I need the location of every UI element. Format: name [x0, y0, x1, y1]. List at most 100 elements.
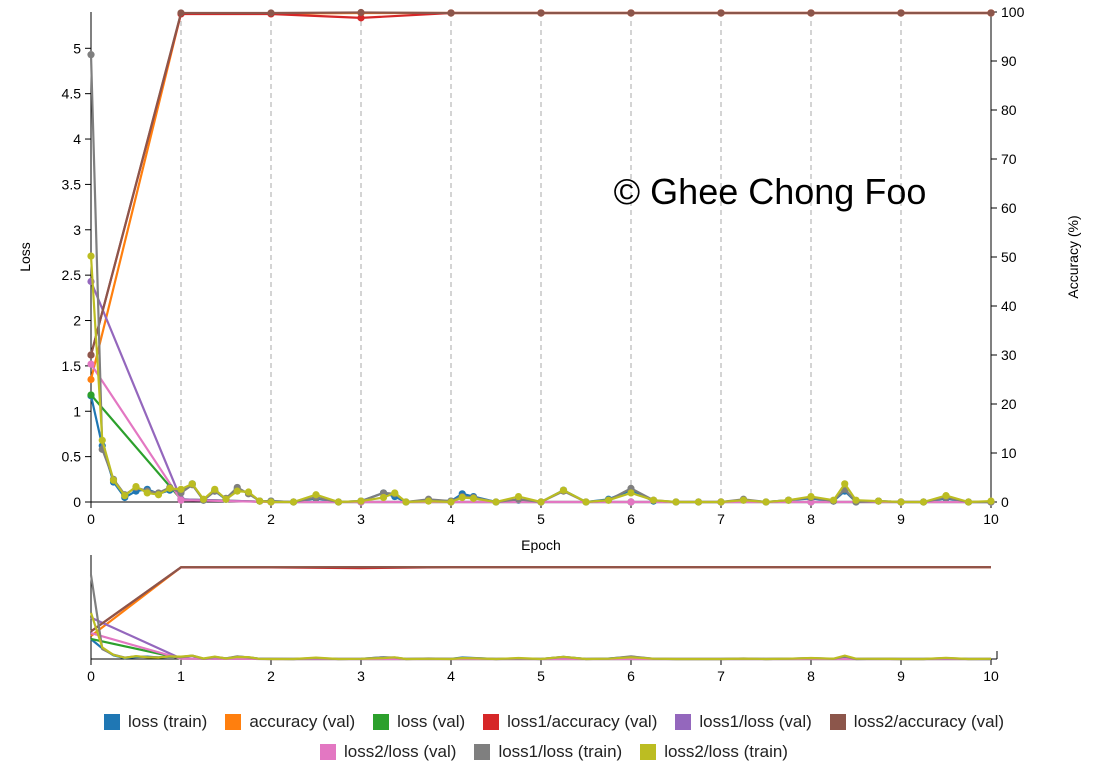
y-right-tick-label: 20 [1001, 396, 1017, 412]
legend-swatch [373, 714, 390, 730]
data-point [987, 9, 995, 17]
data-point [98, 436, 106, 444]
data-point [357, 8, 365, 17]
data-point [874, 497, 883, 505]
y-left-tick-label: 0.5 [62, 449, 82, 465]
legend-item-loss2-loss-val[interactable]: loss2/loss (val) [320, 742, 456, 762]
overview-series-loss1-loss-val [90, 616, 991, 661]
data-point [267, 498, 275, 506]
watermark-text: © Ghee Chong Foo [614, 171, 927, 212]
x-tick-label: 8 [807, 511, 815, 527]
data-point [87, 351, 95, 359]
legend-item-accuracy-val[interactable]: accuracy (val) [225, 712, 355, 732]
data-point [188, 480, 196, 488]
data-point [256, 497, 264, 505]
y-right-tick-label: 40 [1001, 298, 1017, 314]
legend-item-loss2-accuracy-val[interactable]: loss2/accuracy (val) [829, 712, 1005, 732]
data-point [357, 497, 365, 505]
data-point [447, 9, 455, 17]
data-point [627, 9, 635, 17]
legend-label: loss2/loss (val) [344, 742, 457, 761]
data-point [391, 489, 399, 497]
y-right-tick-label: 0 [1001, 494, 1009, 510]
data-point [807, 492, 815, 501]
data-point [177, 496, 185, 504]
overview-x-tick-label: 1 [177, 668, 185, 684]
data-point [582, 498, 590, 506]
data-point [807, 9, 815, 17]
data-point [458, 493, 466, 502]
overview-series-loss2-loss-train [89, 612, 992, 661]
x-axis-title: Epoch [521, 537, 561, 553]
overview-series-loss2-accuracy-val [90, 565, 991, 633]
y-right-tick-label: 30 [1001, 347, 1017, 363]
data-point [559, 486, 568, 494]
data-point [402, 498, 410, 506]
data-point [87, 375, 95, 384]
overview-x-tick-label: 8 [807, 668, 815, 684]
legend-item-loss2-loss-train[interactable]: loss2/loss (train) [640, 742, 788, 762]
legend-item-loss1-loss-val[interactable]: loss1/loss (val) [675, 712, 812, 732]
overview-x-tick-label: 2 [267, 668, 275, 684]
y-right-tick-label: 10 [1001, 445, 1017, 461]
series-line [89, 256, 992, 504]
x-tick-label: 3 [357, 511, 365, 527]
legend-item-loss1-accuracy-val[interactable]: loss1/accuracy (val) [483, 712, 657, 732]
data-point [379, 493, 388, 502]
data-point [121, 492, 129, 500]
data-point [87, 391, 95, 399]
legend-item-loss1-loss-train[interactable]: loss1/loss (train) [474, 742, 622, 762]
y-right-tick-label: 100 [1001, 4, 1025, 20]
legend: loss (train) accuracy (val) loss (val) loss… [0, 712, 1108, 772]
legend-swatch [320, 744, 337, 760]
y-left-tick-label: 1.5 [62, 358, 82, 374]
legend-label: loss2/accuracy (val) [853, 712, 1005, 731]
data-point [841, 480, 849, 488]
overview-series-loss1-loss-train [89, 574, 991, 661]
data-point [784, 496, 793, 504]
data-point [852, 496, 860, 504]
data-point [87, 252, 95, 260]
legend-item-loss-val[interactable]: loss (val) [373, 712, 465, 732]
data-point [357, 14, 365, 22]
overview-series-accuracy-val [90, 566, 991, 637]
data-point [717, 498, 725, 506]
x-tick-label: 7 [717, 511, 725, 527]
data-point [762, 498, 770, 506]
y-axis-right-title: Accuracy (%) [1065, 215, 1081, 298]
data-point [244, 488, 253, 496]
overview-x-tick-label: 6 [627, 668, 635, 684]
data-point [424, 497, 433, 505]
overview-series-loss-train [90, 638, 991, 661]
x-tick-label: 0 [87, 511, 95, 527]
data-point [942, 492, 950, 500]
y-left-tick-label: 0 [73, 494, 81, 510]
data-point [154, 491, 163, 499]
legend-swatch [483, 714, 500, 730]
x-tick-label: 9 [897, 511, 905, 527]
x-tick-label: 4 [447, 511, 455, 527]
legend-item-loss-train[interactable]: loss (train) [103, 712, 207, 732]
legend-label: loss2/loss (train) [664, 742, 788, 761]
data-point [233, 487, 241, 495]
overview-x-tick-label: 9 [897, 668, 905, 684]
y-left-tick-label: 3.5 [62, 176, 82, 192]
legend-label: loss1/accuracy (val) [507, 712, 658, 731]
y-right-tick-label: 80 [1001, 102, 1017, 118]
x-tick-label: 1 [177, 511, 185, 527]
legend-label: loss1/loss (val) [699, 712, 812, 731]
data-point [627, 498, 635, 506]
legend-swatch [829, 714, 846, 730]
data-point [672, 498, 680, 506]
data-point [897, 498, 905, 506]
legend-row: loss2/loss (val) loss1/loss (train) loss2/… [0, 742, 1108, 762]
data-point [492, 498, 500, 506]
data-point [289, 498, 298, 506]
x-tick-label: 10 [983, 511, 999, 527]
overview-x-tick-label: 5 [537, 668, 545, 684]
overview-x-tick-label: 3 [357, 668, 365, 684]
data-point [177, 485, 185, 493]
y-left-tick-label: 2 [73, 313, 81, 329]
loss-accuracy-chart: 0 1 2 3 4 5 6 7 8 9 1000.511.522.533.544.550102030… [17, 4, 1081, 684]
